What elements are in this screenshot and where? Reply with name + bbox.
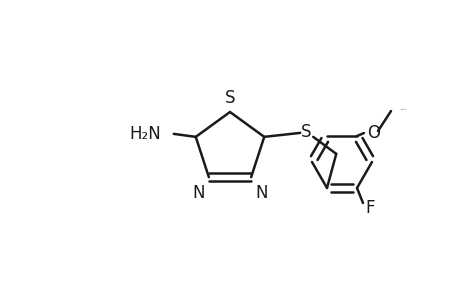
Text: F: F — [364, 199, 374, 217]
Text: H₂N: H₂N — [129, 125, 160, 143]
Text: S: S — [300, 123, 311, 141]
Text: methoxy: methoxy — [400, 108, 406, 110]
Text: N: N — [255, 184, 267, 202]
Text: O: O — [366, 124, 379, 142]
Text: N: N — [192, 184, 204, 202]
Text: S: S — [224, 89, 235, 107]
